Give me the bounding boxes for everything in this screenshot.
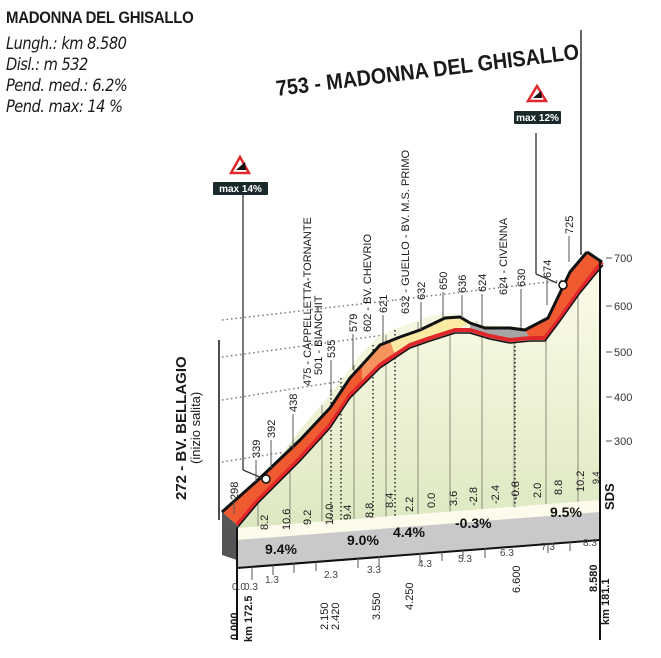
y-axis: 700 600 500 400 300 bbox=[606, 253, 632, 448]
elevation-gain-stat: Disl.: m 532 bbox=[6, 55, 88, 75]
svg-text:9.4: 9.4 bbox=[591, 471, 601, 484]
svg-text:339: 339 bbox=[251, 440, 263, 458]
svg-text:650: 650 bbox=[438, 272, 450, 290]
place-label-chevrio: 602 - BV. CHEVRIO bbox=[362, 234, 374, 332]
svg-text:392: 392 bbox=[266, 420, 278, 438]
svg-text:298: 298 bbox=[229, 482, 241, 500]
svg-text:4.3: 4.3 bbox=[418, 559, 432, 570]
svg-text:8.8: 8.8 bbox=[553, 480, 565, 495]
place-label-guello: 632 - GUELLO - BV. M.S. PRIMO bbox=[400, 150, 412, 314]
svg-text:579: 579 bbox=[348, 314, 360, 332]
svg-text:-0.3%: -0.3% bbox=[455, 515, 492, 531]
svg-text:1.3: 1.3 bbox=[265, 575, 279, 586]
svg-text:2.420: 2.420 bbox=[330, 602, 342, 630]
svg-text:438: 438 bbox=[288, 394, 300, 412]
svg-text:-2.8: -2.8 bbox=[468, 487, 480, 506]
km-markers: 0.000 2.150 2.420 3.550 4.250 6.600 8.58… bbox=[229, 564, 600, 640]
svg-text:400: 400 bbox=[614, 392, 632, 404]
svg-text:max 14%: max 14% bbox=[219, 184, 262, 195]
svg-text:10.0: 10.0 bbox=[324, 504, 336, 525]
svg-text:4.4%: 4.4% bbox=[393, 524, 425, 540]
svg-text:3.3: 3.3 bbox=[367, 565, 381, 576]
svg-text:7.3: 7.3 bbox=[541, 542, 555, 553]
section-gradients: 9.4% 9.0% 4.4% -0.3% 9.5% bbox=[265, 504, 582, 557]
svg-text:674: 674 bbox=[542, 260, 554, 278]
svg-text:9.0%: 9.0% bbox=[347, 532, 379, 548]
svg-text:9.4: 9.4 bbox=[342, 505, 354, 520]
svg-text:630: 630 bbox=[516, 269, 528, 287]
max-14-marker bbox=[261, 474, 271, 484]
svg-text:632: 632 bbox=[416, 282, 428, 300]
svg-text:6.3: 6.3 bbox=[500, 548, 514, 559]
svg-text:0.0: 0.0 bbox=[426, 493, 438, 508]
svg-text:9.5%: 9.5% bbox=[550, 504, 582, 520]
svg-text:10.2: 10.2 bbox=[575, 471, 587, 492]
svg-text:km 172.5: km 172.5 bbox=[243, 596, 255, 642]
svg-text:8.4: 8.4 bbox=[384, 493, 396, 508]
svg-text:8.3: 8.3 bbox=[583, 538, 597, 549]
svg-text:km 181.1: km 181.1 bbox=[600, 579, 612, 625]
length-stat: Lungh.: km 8.580 bbox=[6, 34, 127, 54]
svg-text:621: 621 bbox=[378, 295, 390, 313]
svg-text:5.3: 5.3 bbox=[458, 554, 472, 565]
place-label-cappelletta: 475 - CAPPELLETTA-TORNANTE bbox=[302, 217, 314, 386]
climb-info: MADONNA DEL GHISALLO Lungh.: km 8.580 Di… bbox=[6, 8, 219, 118]
svg-text:0.3: 0.3 bbox=[244, 582, 258, 593]
max-12-badge: max 12% bbox=[514, 83, 561, 284]
svg-text:4.250: 4.250 bbox=[404, 582, 416, 610]
place-labels: 475 - CAPPELLETTA-TORNANTE 501 - BIANCHI… bbox=[302, 150, 510, 386]
max-12-marker bbox=[558, 280, 568, 290]
segment-gradients: 8.2 10.6 9.2 10.0 9.4 8.8 8.4 2.2 0.0 3.… bbox=[259, 471, 601, 530]
svg-text:3.6: 3.6 bbox=[448, 491, 460, 506]
altitude-ticks bbox=[233, 236, 570, 514]
svg-text:0.0: 0.0 bbox=[232, 582, 246, 593]
svg-text:500: 500 bbox=[614, 347, 632, 359]
svg-text:300: 300 bbox=[614, 436, 632, 448]
svg-text:2.2: 2.2 bbox=[404, 497, 416, 512]
gradient-band bbox=[237, 512, 600, 568]
svg-text:2.150: 2.150 bbox=[319, 602, 331, 630]
road-band bbox=[221, 250, 604, 560]
svg-text:-2.4: -2.4 bbox=[490, 485, 502, 504]
place-label-civenna: 624 - CIVENNA bbox=[498, 217, 510, 295]
svg-text:SDS: SDS bbox=[602, 483, 617, 510]
km-tick-lines bbox=[251, 541, 571, 580]
svg-text:636: 636 bbox=[457, 275, 469, 293]
km-ticks: 0.0 0.3 1.3 2.3 3.3 4.3 5.3 6.3 7.3 8.3 bbox=[232, 538, 597, 593]
svg-text:0.000: 0.000 bbox=[229, 612, 241, 640]
svg-text:725: 725 bbox=[564, 216, 576, 234]
svg-text:8.580: 8.580 bbox=[588, 564, 600, 592]
svg-text:max 12%: max 12% bbox=[516, 113, 559, 124]
svg-text:272 - BV. BELLAGIO: 272 - BV. BELLAGIO bbox=[173, 356, 190, 500]
svg-text:535: 535 bbox=[326, 340, 338, 358]
svg-text:700: 700 bbox=[614, 253, 632, 265]
svg-text:6.600: 6.600 bbox=[511, 565, 523, 593]
base-top bbox=[237, 500, 600, 540]
svg-text:3.550: 3.550 bbox=[371, 592, 383, 620]
baseline bbox=[236, 539, 601, 569]
svg-text:9.4%: 9.4% bbox=[265, 541, 297, 557]
svg-text:624: 624 bbox=[477, 274, 489, 292]
svg-text:9.2: 9.2 bbox=[302, 510, 314, 525]
svg-text:8.8: 8.8 bbox=[364, 503, 376, 518]
sds-logo: SDS bbox=[602, 483, 617, 510]
svg-text:2.0: 2.0 bbox=[532, 483, 544, 498]
altitude-labels: 298 339 392 438 535 579 621 632 650 636 … bbox=[229, 216, 576, 500]
avg-gradient-stat: Pend. med.: 6.2% bbox=[6, 76, 128, 96]
race-km: km 172.5 km 181.1 bbox=[243, 579, 612, 642]
svg-text:600: 600 bbox=[614, 301, 632, 313]
svg-text:2.3: 2.3 bbox=[324, 570, 338, 581]
start-label: 272 - BV. BELLAGIO (inizio salita) bbox=[173, 356, 203, 500]
svg-text:10.6: 10.6 bbox=[281, 509, 293, 530]
svg-text:(inizio salita): (inizio salita) bbox=[188, 392, 203, 464]
max-gradient-stat: Pend. max: 14 % bbox=[6, 97, 123, 117]
place-label-bianchit: 501 - BIANCHIT bbox=[313, 295, 325, 375]
max-14-badge: max 14% bbox=[213, 154, 268, 479]
svg-text:-0.8: -0.8 bbox=[510, 481, 522, 500]
svg-text:8.2: 8.2 bbox=[259, 515, 271, 530]
climb-title: MADONNA DEL GHISALLO bbox=[6, 8, 194, 27]
